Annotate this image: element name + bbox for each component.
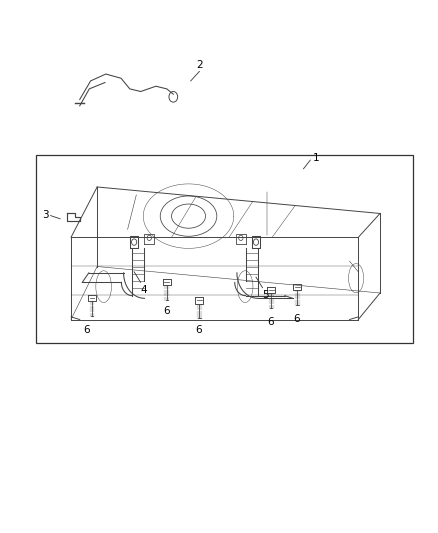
Text: 6: 6 <box>163 306 170 316</box>
Text: 6: 6 <box>195 325 201 335</box>
Text: 1: 1 <box>313 153 319 163</box>
Text: 3: 3 <box>42 209 49 220</box>
Text: 2: 2 <box>196 60 203 70</box>
Text: 5: 5 <box>262 290 269 301</box>
Text: 6: 6 <box>293 314 300 324</box>
Bar <box>36 155 413 343</box>
Text: 4: 4 <box>141 285 147 295</box>
Text: 6: 6 <box>83 325 89 335</box>
Text: 6: 6 <box>267 317 274 327</box>
